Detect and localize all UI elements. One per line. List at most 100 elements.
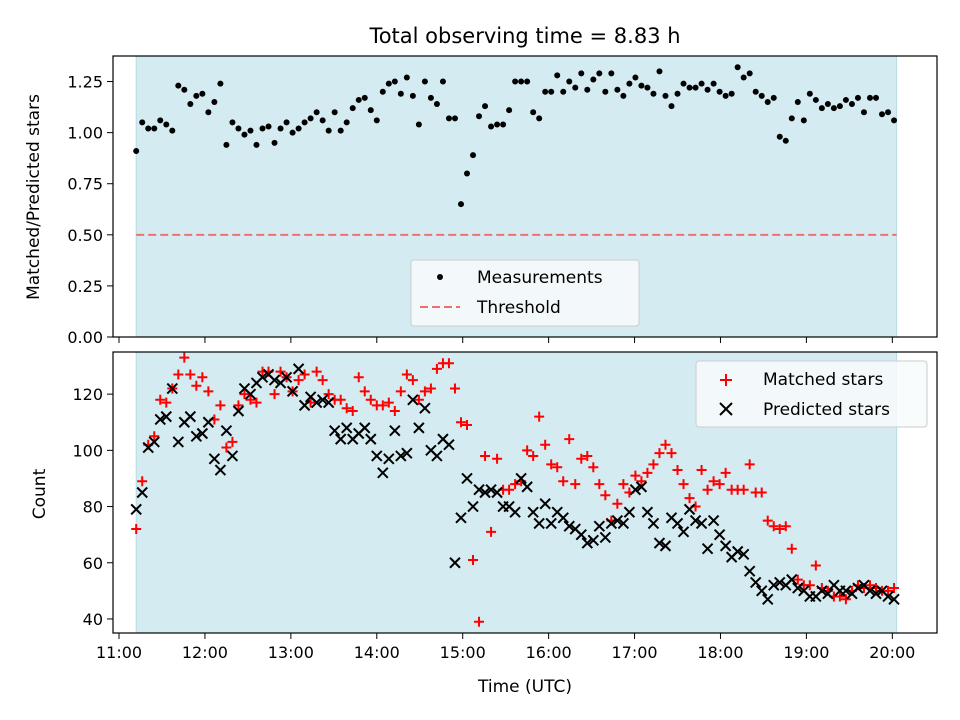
matched-star-point: [251, 397, 262, 408]
predicted-star-point: [864, 585, 876, 597]
measurement-point: [385, 80, 392, 87]
matched-star-point: [413, 394, 424, 405]
predicted-star-point: [154, 413, 166, 426]
measurement-point: [223, 141, 230, 148]
predicted-star-point: [232, 405, 245, 417]
matched-star-point: [738, 484, 749, 495]
predicted-star-point: [641, 506, 654, 518]
measurement-point: [891, 117, 898, 124]
matched-star-point: [534, 411, 545, 422]
matched-star-point: [564, 434, 575, 445]
predicted-star-point: [731, 545, 744, 558]
predicted-star-point: [419, 402, 431, 414]
measurement-point: [626, 80, 633, 87]
predicted-star-point: [298, 399, 311, 412]
measurement-point: [692, 84, 699, 91]
predicted-star-point: [443, 439, 455, 451]
predicted-star-point: [852, 582, 864, 594]
matched-star-point: [630, 470, 641, 481]
matched-star-point: [275, 366, 286, 377]
predicted-star-point: [467, 500, 479, 513]
predicted-star-point: [701, 542, 714, 555]
measurement-point: [482, 103, 489, 110]
axes-frame: [112, 55, 938, 338]
matched-star-point: [552, 462, 563, 473]
matched-star-point: [359, 386, 370, 397]
measurement-point: [181, 86, 188, 93]
count-panel: 40 60 80 100 120 11:00 12:00 13:00 14:00 15:00 16:…: [72, 351, 938, 662]
x-tick-label: 16:00: [526, 643, 572, 662]
legend-label-threshold: Threshold: [476, 298, 561, 318]
x-tick-label: 13:00: [268, 643, 314, 662]
measurement-point: [506, 107, 513, 114]
predicted-star-point: [792, 582, 804, 594]
matched-star-point: [883, 585, 894, 596]
matched-star-point: [203, 386, 214, 397]
matched-star-point: [131, 524, 142, 535]
matched-star-point: [666, 448, 677, 459]
predicted-star-point: [870, 587, 882, 600]
x-tick-label: 19:00: [783, 643, 829, 662]
measurement-point: [854, 94, 861, 101]
measurement-point: [608, 70, 615, 77]
measurement-point: [229, 119, 236, 126]
measurement-point: [782, 137, 789, 144]
measurement-point: [632, 74, 639, 81]
measurement-point: [415, 121, 422, 128]
matched-star-point: [576, 453, 587, 464]
predicted-star-point: [762, 593, 774, 605]
matched-star-point: [474, 616, 485, 627]
predicted-star-point: [491, 486, 503, 499]
measurement-point: [560, 88, 567, 95]
measurement-point: [476, 113, 483, 120]
predicted-star-point: [647, 517, 660, 530]
measurement-point: [830, 105, 837, 112]
measurement-point: [794, 98, 801, 105]
x-tick-label: 12:00: [182, 643, 228, 662]
matched-star-point: [468, 554, 479, 565]
predicted-star-point: [768, 579, 780, 591]
predicted-star-point: [707, 514, 720, 527]
measurement-point: [650, 90, 657, 97]
matched-star-point: [221, 442, 232, 453]
measurement-point: [151, 125, 158, 132]
predicted-star-point: [683, 503, 696, 516]
y-axis-label-count: Count: [30, 468, 50, 519]
predicted-star-point: [575, 528, 587, 541]
measurement-point: [842, 96, 849, 103]
predicted-star-point: [527, 506, 539, 518]
predicted-star-point: [473, 483, 485, 496]
matched-star-point: [299, 369, 310, 380]
predicted-star-point: [611, 514, 624, 527]
y-tick-label: 80: [83, 498, 103, 517]
measurement-point: [349, 105, 356, 112]
legend-label-measurements: Measurements: [477, 268, 603, 288]
matched-star-point: [179, 352, 190, 363]
measurement-point: [698, 80, 705, 87]
measurement-point: [451, 115, 458, 122]
matched-star-point: [419, 386, 430, 397]
measurement-point: [169, 127, 176, 134]
matched-star-point: [756, 487, 767, 498]
predicted-star-point: [371, 450, 383, 462]
predicted-star-point: [214, 464, 227, 476]
matched-star-point: [311, 366, 322, 377]
matched-star-point: [702, 484, 713, 495]
predicted-star-point: [539, 498, 551, 510]
measurement-point: [542, 88, 549, 95]
measurement-point: [379, 88, 386, 95]
predicted-star-point: [653, 537, 666, 549]
measurement-point: [439, 78, 446, 85]
predicted-star-point: [166, 382, 178, 395]
measurement-point: [391, 78, 398, 85]
y-tick-label: 0.50: [67, 226, 103, 245]
measurement-point: [427, 94, 434, 101]
measurement-point: [373, 117, 380, 124]
legend-count: Matched stars Predicted stars: [695, 360, 928, 428]
predicted-star-point: [413, 422, 425, 434]
predicted-star-point: [130, 503, 142, 516]
matched-star-point: [684, 493, 695, 504]
matched-star-point: [155, 394, 166, 405]
predicted-star-point: [395, 450, 407, 462]
predicted-star-point: [479, 486, 491, 499]
